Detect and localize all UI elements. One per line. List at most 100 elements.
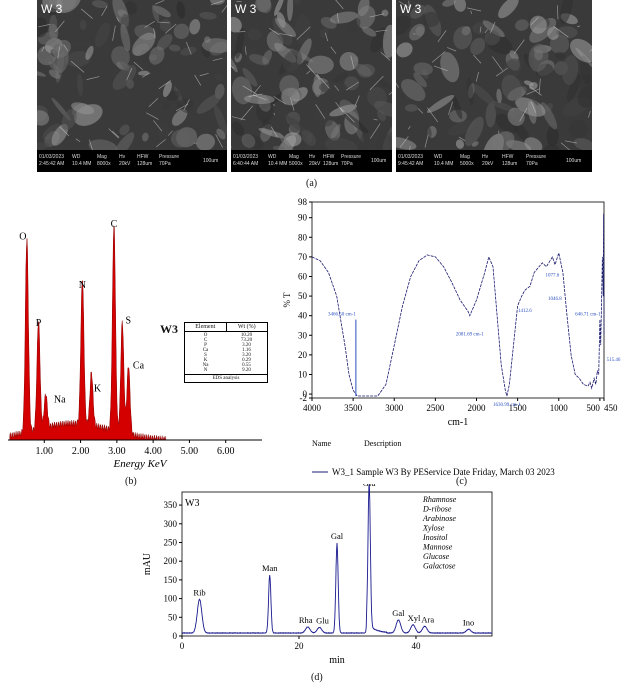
sem-mag: 8000x	[97, 161, 111, 167]
hplc-standard-legend-item: Arabinose	[422, 514, 456, 523]
sem-mag: 5000x	[460, 161, 474, 167]
sem-fiber	[399, 136, 409, 148]
sem-particle	[556, 26, 578, 39]
sem-fiber	[212, 57, 223, 61]
sem-particle	[570, 38, 592, 63]
sem-date: 01/03/2023	[233, 154, 259, 160]
sem-fiber	[466, 7, 482, 12]
eds-table-weight: 0.55	[242, 363, 251, 368]
eds-x-tick-label: 4.00	[144, 446, 162, 457]
sem-fiber	[101, 5, 108, 16]
sem-particle	[381, 9, 389, 17]
sem-fiber	[279, 33, 293, 37]
sem-particle	[262, 120, 273, 131]
sem-time: 6:40:44 AM	[233, 161, 259, 167]
hplc-x-tick-label: 20	[294, 641, 304, 651]
sem-wd: 10.4 MM	[72, 161, 92, 167]
sem-pressure: 70Pa	[159, 161, 171, 167]
sem-fiber	[388, 91, 392, 95]
sem-fiber	[306, 64, 320, 80]
sem-particle	[396, 15, 411, 36]
sem-fiber	[473, 54, 482, 64]
sem-particle	[119, 59, 133, 73]
sem-fiber	[268, 27, 280, 36]
sem-particle	[269, 6, 276, 32]
sem-fiber	[408, 0, 410, 11]
sem-particle	[88, 139, 118, 150]
sem-fiber	[146, 112, 159, 120]
sem-fiber	[409, 146, 411, 150]
hplc-y-label: mAU	[142, 552, 153, 575]
sem-fiber	[369, 13, 385, 18]
sem-fiber	[273, 112, 276, 116]
sem-fiber	[492, 56, 503, 71]
ftir-annotation: 1412.6	[518, 309, 532, 314]
eds-table-element: S	[204, 353, 207, 358]
sem-image-label: W 3	[235, 2, 257, 16]
ftir-y-tick-label: 80	[298, 232, 308, 242]
sem-particle	[543, 144, 560, 150]
sem-fiber	[112, 25, 116, 41]
sem-fiber	[324, 32, 329, 42]
sem-particle	[329, 11, 358, 24]
hplc-peak-label: Ino	[463, 617, 474, 627]
sem-particle	[347, 18, 361, 35]
sem-image-3: W 3 01/03/2023 9:45:42 AM WD 10.4 MM Mag…	[396, 0, 592, 172]
sem-fiber	[210, 0, 224, 6]
sem-fiber	[424, 134, 429, 148]
eds-table-header-wt: Wt (%)	[225, 323, 268, 331]
sem-fiber	[448, 101, 454, 115]
sem-fiber	[221, 4, 227, 13]
sem-fiber	[153, 120, 163, 132]
sem-particle	[282, 49, 303, 72]
sem-particle	[65, 51, 91, 68]
sem-particle	[404, 104, 418, 112]
eds-table-element: Na	[202, 363, 209, 368]
sem-image-label: W 3	[41, 2, 63, 16]
sem-fiber	[335, 0, 344, 10]
sem-particle	[387, 131, 392, 150]
hplc-standard-legend-item: Xylose	[422, 524, 445, 533]
sem-particle	[447, 120, 475, 136]
eds-table-weights: 10.20 73.20 3.20 1.16 3.20 0.29 0.55 9.20	[226, 332, 267, 374]
sem-fiber	[167, 130, 173, 136]
sem-particle	[152, 5, 171, 18]
sem-fiber	[55, 20, 65, 33]
sem-fiber	[330, 46, 337, 54]
sem-hfw: 128um	[137, 161, 153, 167]
sem-fiber	[296, 26, 311, 40]
sem-particle	[518, 78, 539, 106]
sem-particle	[554, 51, 566, 60]
sem-particle	[490, 100, 515, 112]
sem-fiber	[513, 39, 525, 54]
sem-fiber	[63, 44, 69, 52]
sem-particle	[491, 131, 515, 150]
sem-particle	[559, 0, 574, 25]
sem-fiber	[431, 51, 446, 63]
sem-image-1: W 3 01/03/2023 2:45:42 AM WD 10.4 MM Mag…	[37, 0, 227, 172]
sem-fiber	[470, 10, 473, 14]
sem-fiber	[556, 5, 559, 20]
sem-fiber	[484, 29, 488, 34]
hplc-y-tick-label: 200	[164, 556, 178, 566]
sem-fiber	[126, 68, 133, 81]
sem-fiber	[479, 26, 482, 33]
sem-particle	[51, 123, 69, 146]
eds-table-footer: EDS analysis	[185, 374, 267, 382]
sem-particle	[71, 102, 95, 115]
sem-particle	[76, 73, 84, 97]
sem-particle	[272, 145, 285, 150]
sem-particle	[231, 121, 245, 136]
sem-mag-name: Mag	[460, 154, 470, 160]
sem-particle	[413, 62, 433, 76]
sem-particle	[370, 27, 387, 53]
ftir-annotation: 1046.8	[548, 297, 562, 302]
sem-particle	[498, 0, 519, 19]
sem-fiber	[553, 26, 569, 38]
sem-fiber	[589, 48, 592, 52]
sem-pressure: 70Pa	[341, 161, 353, 167]
sem-fiber	[354, 95, 360, 106]
sem-fiber	[41, 46, 45, 52]
sem-particle	[547, 26, 560, 40]
sem-fiber	[495, 67, 509, 77]
